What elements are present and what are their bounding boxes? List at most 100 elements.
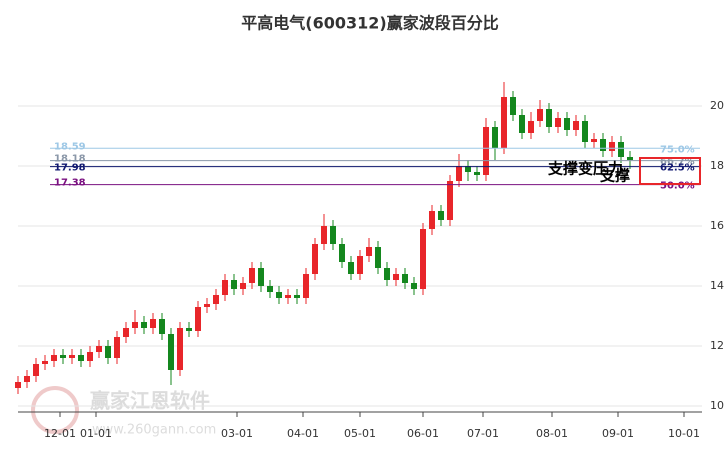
candle-body [402,274,408,283]
candle-body [438,211,444,220]
candle-body [357,256,363,274]
candle-body [15,382,21,388]
candle-body [501,97,507,148]
candle-body [96,346,102,352]
chart-title: 平高电气(600312)赢家波段百分比 [241,14,498,33]
watermark-logo [31,386,79,434]
candle-body [258,268,264,286]
x-tick-label: 04-01 [287,427,319,440]
level-price: 17.98 [54,163,86,174]
candle-body [105,346,111,358]
candle-body [294,295,300,298]
level-percent: 62.5% [660,163,695,174]
x-tick-label: 06-01 [407,427,439,440]
candle-body [330,226,336,244]
candle-body [213,295,219,304]
candle-body [78,355,84,361]
candle-body [429,211,435,229]
candle-body [123,328,129,337]
candle-body [393,274,399,280]
level-price: 18.18 [54,154,86,165]
candle-body [141,322,147,328]
candle-body [87,352,93,361]
y-tick-label: 18 [710,159,724,172]
level-price: 18.59 [54,141,86,152]
candle-body [177,328,183,370]
x-tick-label: 09-01 [602,427,634,440]
candle-body [582,121,588,142]
candle-body [483,127,489,175]
candle-body [465,166,471,172]
candle-body [285,295,291,298]
y-tick-label: 20 [710,99,724,112]
candle-body [627,157,633,160]
level-percent: 50.0% [660,181,695,192]
candle-body [339,244,345,262]
candle-body [492,127,498,148]
candle-body [447,181,453,220]
candle-body [222,280,228,295]
x-tick-label: 10-01 [668,427,700,440]
candle-body [231,280,237,289]
candle-body [132,322,138,328]
x-tick-label: 08-01 [536,427,568,440]
y-tick-label: 16 [710,219,724,232]
candle-body [303,274,309,298]
annotation: 支撑 [599,167,630,185]
candle-body [204,304,210,307]
level-price: 17.38 [54,178,86,189]
candle-body [591,139,597,142]
candle-body [456,166,462,181]
plot: 10 12 14 16 18 20 12-01 01-01 03-01 04-01 05-01 06-… [15,82,724,440]
candle-body [168,334,174,370]
x-tick-label: 01-01 [80,427,112,440]
candle-body [24,376,30,382]
candle-body [321,226,327,244]
candle-body [420,229,426,289]
candle-body [60,355,66,358]
candle-body [312,244,318,274]
candle-body [564,118,570,130]
level-percent: 75.0% [660,144,695,155]
y-tick-label: 10 [710,399,724,412]
x-tick-label: 07-01 [467,427,499,440]
candle-body [546,109,552,127]
candle-body [600,139,606,151]
candle-body [348,262,354,274]
candle-body [240,283,246,289]
candle-body [366,247,372,256]
candle-body [267,286,273,292]
candle-body [510,97,516,115]
candle-body [51,355,57,361]
watermark: 赢家江恩软件 www.260gann.com [31,386,216,438]
candle-body [42,361,48,364]
y-tick-label: 12 [710,339,724,352]
candle-body [555,118,561,127]
candle-body [573,121,579,130]
candle-body [33,364,39,376]
candle-body [186,328,192,331]
candle-body [411,283,417,289]
candle-body [537,109,543,121]
candle-body [528,121,534,133]
x-tick-label: 03-01 [221,427,253,440]
candle-body [519,115,525,133]
annotation: 支撑变压力 [547,160,623,178]
candle-body [618,142,624,157]
candle-body [276,292,282,298]
candle-body [249,268,255,283]
candle-body [384,268,390,280]
x-tick-label: 05-01 [344,427,376,440]
candle-body [609,142,615,151]
candle-body [114,337,120,358]
level-percent: 66.7% [660,157,695,168]
candle-body [159,319,165,334]
highlight-box [639,157,701,185]
candle-body [375,247,381,268]
candle-body [195,307,201,331]
candle-body [474,172,480,175]
watermark-text: 赢家江恩软件 [90,389,210,413]
x-tick-label: 12-01 [44,427,76,440]
watermark-url: www.260gann.com [92,423,216,438]
candle-body [150,319,156,328]
